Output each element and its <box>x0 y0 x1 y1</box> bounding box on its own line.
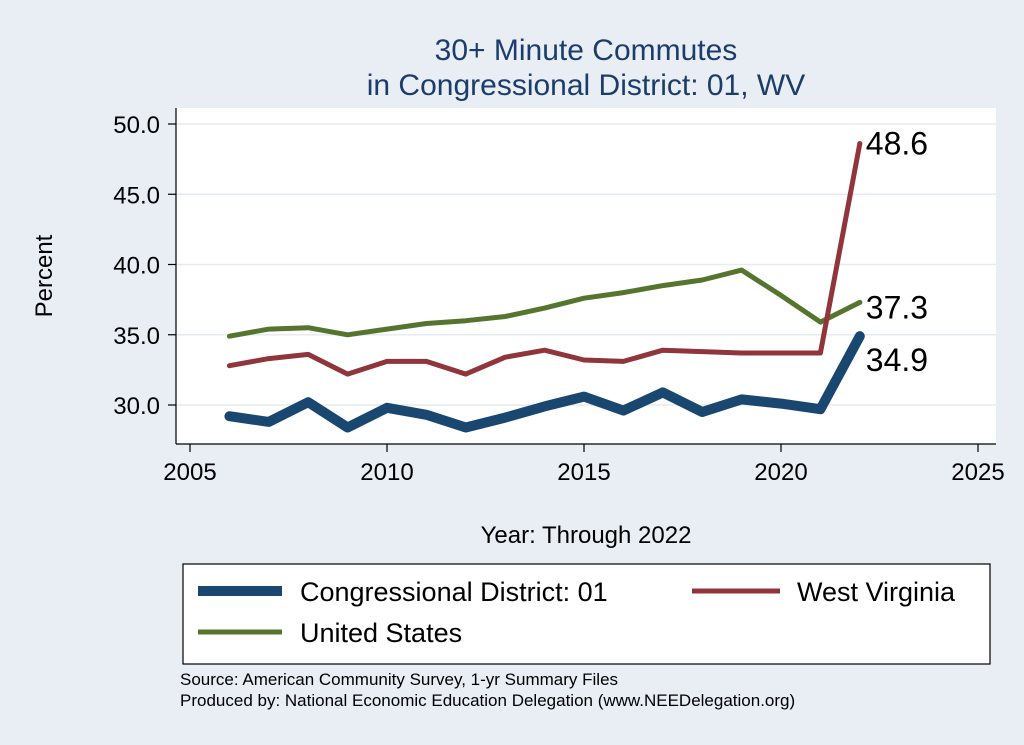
legend-label-cd01: Congressional District: 01 <box>300 577 608 607</box>
y-axis-title: Percent <box>31 234 58 317</box>
legend-item-west-virginia: West Virginia <box>692 577 956 607</box>
legend-label-west-virginia: West Virginia <box>797 577 956 607</box>
chart-title-line-1: 30+ Minute Commutes <box>435 34 738 67</box>
x-tick-label: 2010 <box>360 459 413 486</box>
series-line-united-states <box>226 267 863 339</box>
y-tick-label: 50.0 <box>113 112 160 139</box>
y-tick-label: 35.0 <box>113 323 160 350</box>
end-label-cd01: 34.9 <box>866 342 928 378</box>
end-labels: 37.3 48.6 34.9 <box>866 126 928 378</box>
x-tick-label: 2005 <box>163 459 216 486</box>
x-axis-title: Year: Through 2022 <box>481 522 692 549</box>
legend-item-united-states: United States <box>198 618 462 648</box>
series-line-west-virginia <box>226 141 863 377</box>
y-tick-label: 45.0 <box>113 182 160 209</box>
series-end-point-cd01 <box>857 333 863 339</box>
y-tick-label: 40.0 <box>113 253 160 280</box>
series-end-point-united-states <box>857 299 863 305</box>
footer-source: Source: American Community Survey, 1-yr … <box>180 670 619 689</box>
end-label-united-states: 37.3 <box>866 289 928 325</box>
series-end-point-west-virginia <box>857 141 863 147</box>
legend-box <box>182 563 991 665</box>
x-tick-label: 2020 <box>754 459 807 486</box>
end-label-west-virginia: 48.6 <box>866 126 928 162</box>
series-line-cd01 <box>224 331 865 433</box>
series <box>224 141 865 433</box>
ticks: 30.0 35.0 40.0 45.0 50.0 2005 2010 2015 2020 2025 <box>113 112 1004 486</box>
legend-item-cd01: Congressional District: 01 <box>198 577 608 607</box>
y-tick-label: 30.0 <box>113 393 160 420</box>
legend-label-united-states: United States <box>300 618 462 648</box>
plot-area <box>176 108 996 444</box>
chart-title-line-2: in Congressional District: 01, WV <box>367 69 806 102</box>
footer-produced-by: Produced by: National Economic Education… <box>180 691 796 710</box>
x-tick-label: 2025 <box>951 459 1004 486</box>
axes <box>175 108 996 445</box>
x-tick-label: 2015 <box>557 459 610 486</box>
